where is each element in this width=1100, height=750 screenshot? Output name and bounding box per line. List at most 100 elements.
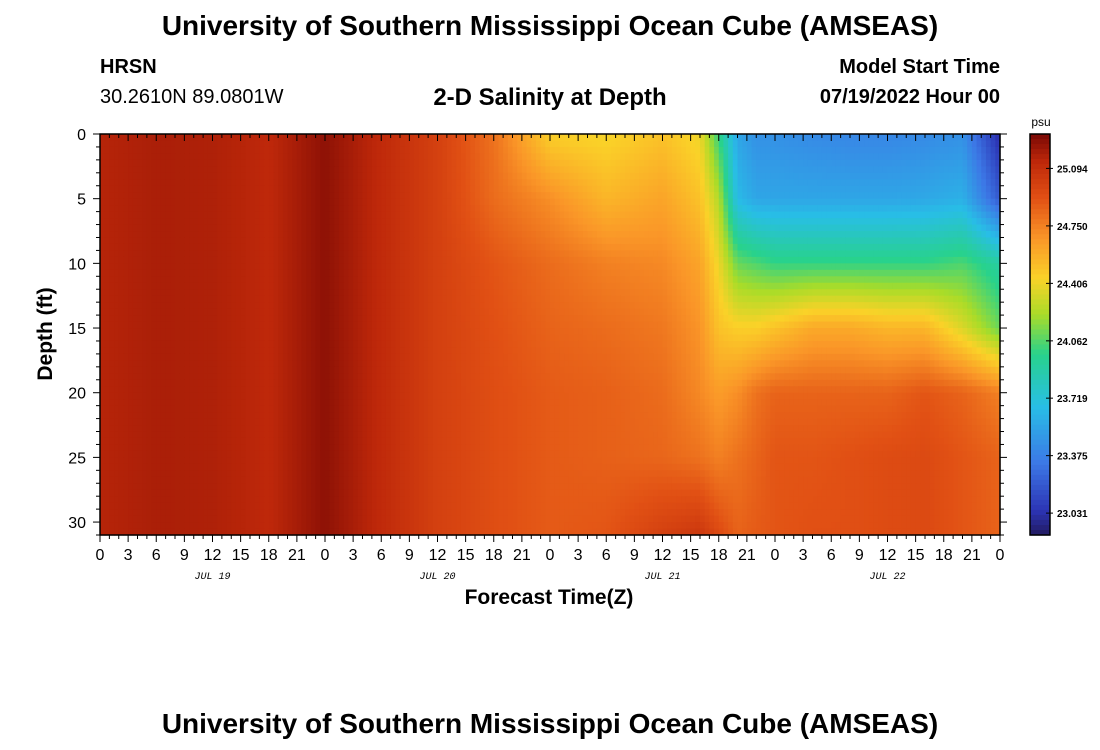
heatmap-cell	[868, 166, 875, 174]
heatmap-cell	[634, 295, 640, 303]
heatmap-cell	[118, 224, 125, 232]
heatmap-cell	[414, 179, 420, 187]
heatmap-cell	[948, 198, 954, 206]
heatmap-cell	[915, 250, 921, 258]
heatmap-cell	[240, 295, 246, 303]
heatmap-cell	[592, 146, 598, 155]
heatmap-cell	[789, 289, 795, 297]
heatmap-cell	[310, 218, 317, 226]
heatmap-cell	[531, 172, 537, 180]
heatmap-cell	[132, 269, 139, 277]
heatmap-cell	[409, 237, 415, 245]
heatmap-cell	[198, 211, 204, 219]
heatmap-cell	[892, 237, 898, 245]
heatmap-cell	[156, 172, 162, 180]
heatmap-cell	[198, 179, 204, 187]
heatmap-cell	[301, 140, 307, 148]
heatmap-cell	[587, 192, 593, 200]
heatmap-cell	[446, 256, 453, 264]
heatmap-cell	[704, 256, 710, 264]
heatmap-cell	[662, 295, 668, 303]
heatmap-cell	[325, 237, 331, 245]
heatmap-cell	[521, 237, 528, 245]
heatmap-cell	[957, 243, 964, 252]
heatmap-cell	[226, 263, 232, 271]
heatmap-cell	[221, 237, 228, 245]
heatmap-cell	[278, 218, 284, 226]
heatmap-cell	[728, 153, 734, 161]
heatmap-cell	[320, 198, 326, 206]
heatmap-cell	[896, 224, 903, 232]
heatmap-cell	[615, 218, 621, 226]
heatmap-cell	[929, 179, 935, 187]
heatmap-cell	[390, 263, 396, 271]
heatmap-cell	[760, 295, 767, 303]
heatmap-cell	[475, 134, 481, 142]
heatmap-cell	[690, 250, 696, 258]
heatmap-cell	[807, 224, 814, 232]
heatmap-cell	[348, 211, 354, 219]
heatmap-cell	[835, 205, 842, 213]
heatmap-cell	[517, 269, 523, 277]
heatmap-cell	[620, 146, 626, 155]
heatmap-cell	[925, 269, 931, 277]
heatmap-cell	[896, 250, 903, 258]
heatmap-cell	[489, 218, 495, 226]
heatmap-cell	[376, 269, 382, 277]
heatmap-cell	[395, 159, 401, 167]
heatmap-cell	[610, 185, 617, 193]
heatmap-cell	[882, 172, 889, 180]
heatmap-cell	[245, 276, 251, 284]
heatmap-cell	[160, 218, 167, 226]
heatmap-cell	[920, 269, 926, 277]
heatmap-cell	[925, 153, 931, 161]
heatmap-cell	[812, 205, 818, 213]
heatmap-cell	[732, 185, 739, 193]
heatmap-cell	[193, 237, 200, 245]
heatmap-cell	[217, 179, 223, 187]
heatmap-cell	[620, 172, 626, 180]
heatmap-cell	[545, 263, 551, 271]
heatmap-cell	[700, 263, 706, 271]
heatmap-cell	[901, 263, 907, 271]
heatmap-cell	[531, 205, 537, 213]
heatmap-cell	[578, 153, 584, 161]
heatmap-cell	[568, 185, 575, 193]
heatmap-cell	[573, 185, 579, 193]
heatmap-cell	[329, 146, 335, 155]
heatmap-cell	[531, 256, 537, 264]
heatmap-cell	[756, 198, 762, 206]
heatmap-cell	[596, 211, 603, 219]
heatmap-cell	[676, 295, 682, 303]
heatmap-cell	[732, 243, 739, 252]
heatmap-cell	[254, 237, 260, 245]
heatmap-cell	[629, 289, 635, 297]
heatmap-cell	[676, 146, 682, 155]
heatmap-cell	[465, 256, 471, 264]
heatmap-cell	[878, 224, 884, 232]
heatmap-cell	[123, 269, 129, 277]
heatmap-cell	[775, 289, 781, 297]
heatmap-cell	[620, 211, 626, 219]
heatmap-cell	[100, 237, 106, 245]
heatmap-cell	[250, 263, 256, 271]
heatmap-cell	[826, 295, 832, 303]
heatmap-cell	[179, 211, 185, 219]
heatmap-cell	[226, 224, 232, 232]
heatmap-cell	[962, 231, 968, 239]
heatmap-cell	[400, 172, 406, 180]
heatmap-cell	[817, 218, 823, 226]
heatmap-cell	[798, 140, 804, 148]
heatmap-cell	[910, 231, 917, 239]
heatmap-cell	[793, 172, 800, 180]
heatmap-cell	[250, 198, 256, 206]
heatmap-cell	[568, 159, 575, 167]
heatmap-cell	[929, 263, 935, 271]
heatmap-cell	[775, 146, 781, 155]
heatmap-cell	[409, 269, 415, 277]
heatmap-cell	[521, 166, 528, 174]
heatmap-cell	[779, 282, 785, 290]
heatmap-cell	[601, 192, 607, 200]
heatmap-cell	[700, 166, 706, 174]
heatmap-cell	[596, 256, 603, 264]
